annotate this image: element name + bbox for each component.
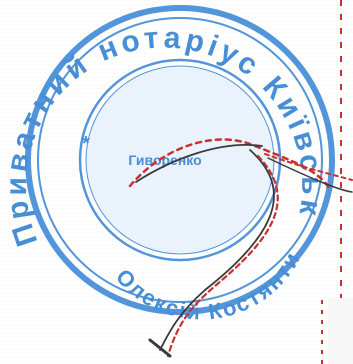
thread-top bbox=[128, 138, 332, 192]
binding-edge bbox=[321, 0, 353, 364]
binding-label bbox=[328, 298, 353, 364]
seal-outer-ring-inner bbox=[37, 17, 323, 303]
binding-thread bbox=[128, 138, 353, 358]
thread-knot bbox=[148, 338, 172, 358]
thread-to-edge bbox=[264, 153, 353, 181]
seal-center-text: Гиворенко bbox=[128, 152, 201, 168]
seal-star-icon: * bbox=[82, 133, 90, 155]
thread-red-down bbox=[166, 154, 279, 358]
thread-dark-edge bbox=[267, 157, 353, 193]
thread-dark-top bbox=[135, 144, 263, 183]
thread-dark-down bbox=[159, 149, 275, 351]
seal-outer-ring bbox=[25, 5, 335, 315]
